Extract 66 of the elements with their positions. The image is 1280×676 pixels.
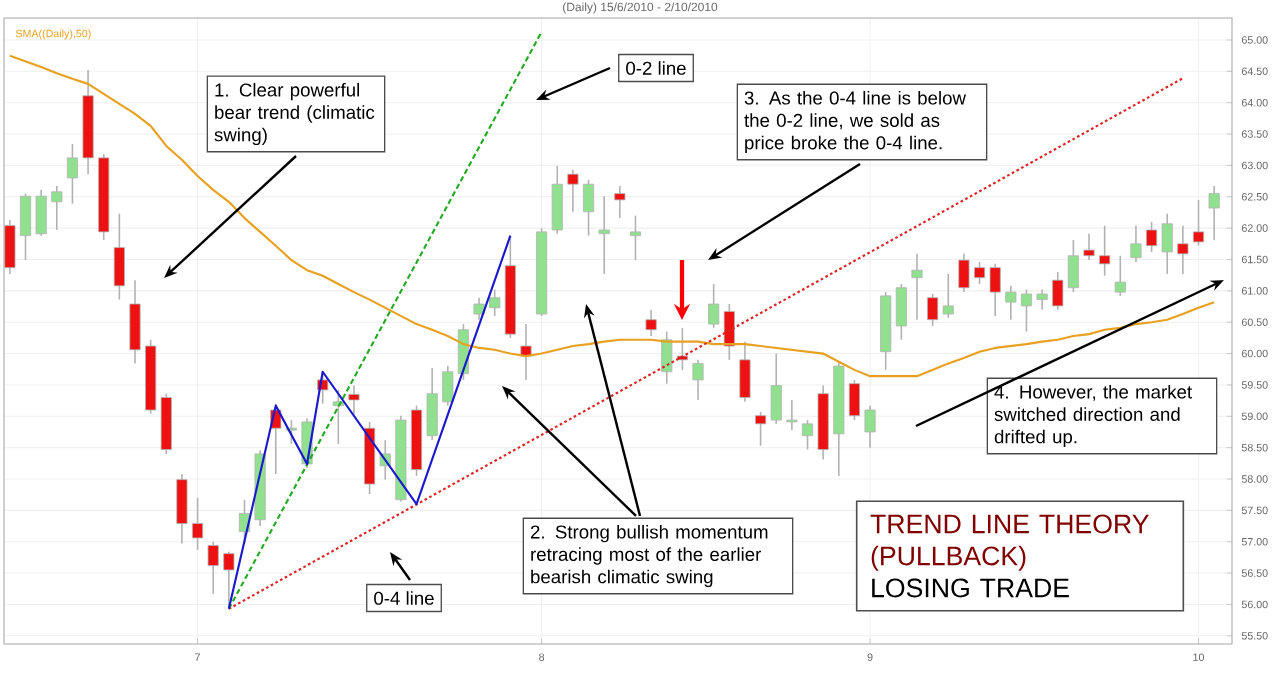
candlestick [426, 367, 438, 441]
candlestick [676, 327, 688, 371]
candlestick [973, 261, 986, 285]
candlestick [1130, 224, 1142, 263]
candlestick [348, 384, 360, 417]
candlestick [864, 404, 876, 449]
candlestick [35, 189, 47, 237]
candlestick [66, 143, 78, 205]
line-series [227, 234, 512, 610]
candlestick [927, 293, 939, 327]
annotation: 4. However, the market switched direction and drifted up. [994, 384, 1192, 448]
annotation: 0-4 line [374, 591, 434, 605]
annotation: 0-2 line [626, 61, 686, 75]
candlestick [207, 540, 219, 595]
candlestick [1052, 271, 1064, 311]
candlestick [958, 253, 970, 293]
candlestick [645, 308, 657, 337]
candlestick [739, 340, 751, 403]
candlestick [895, 283, 907, 341]
candlestick [489, 288, 501, 317]
candlestick [223, 550, 235, 610]
candlestick [176, 473, 188, 545]
annotation: TREND LINE THEORY (PULLBACK) [870, 514, 1149, 571]
candlestick [582, 179, 595, 237]
candlestick [1067, 239, 1079, 293]
candlestick [598, 195, 610, 275]
candlestick [129, 279, 141, 365]
annotation: 3. As the 0-4 line is below the 0-2 line, we sold as price broke the 0-4 line. [744, 90, 966, 154]
candlestick [614, 185, 626, 219]
candlestick [989, 263, 1001, 317]
candlestick [1161, 212, 1173, 275]
candlestick [770, 352, 782, 425]
candlestick [1114, 254, 1126, 297]
candlestick [1083, 232, 1095, 261]
candlestick [192, 497, 204, 551]
candlestick [567, 168, 579, 213]
candlestick [1192, 199, 1205, 247]
candlestick [629, 214, 642, 261]
candlestick [1146, 221, 1158, 253]
candlestick [1036, 288, 1048, 311]
annotation: 2. Strong bullish momentum retracing most of the earlier bearish climatic swing [530, 524, 768, 588]
candlestick [692, 359, 704, 401]
candlestick [442, 365, 454, 407]
candlestick [786, 399, 798, 431]
candlestick [942, 273, 954, 319]
candlestick [1099, 224, 1111, 277]
candlestick [285, 419, 297, 445]
candlestick [1005, 285, 1017, 321]
candlestick [473, 296, 485, 321]
candlestick [520, 323, 532, 381]
candlestick [801, 419, 814, 451]
candlestick [723, 303, 735, 361]
candlestick [911, 253, 923, 321]
candlestick [848, 379, 860, 421]
candlestick [755, 411, 767, 447]
candlestick [19, 192, 32, 261]
candlestick [113, 212, 125, 301]
candlestick [1208, 185, 1220, 241]
annotation: 1. Clear powerful bear trend (climatic swing) [214, 82, 375, 146]
candlestick [661, 330, 673, 385]
candlestick [708, 283, 720, 329]
candlestick [1020, 288, 1033, 333]
candlestick [551, 165, 563, 235]
annotation: LOSING TRADE [872, 578, 1069, 598]
candlestick [1177, 224, 1189, 275]
candlestick [51, 185, 63, 231]
